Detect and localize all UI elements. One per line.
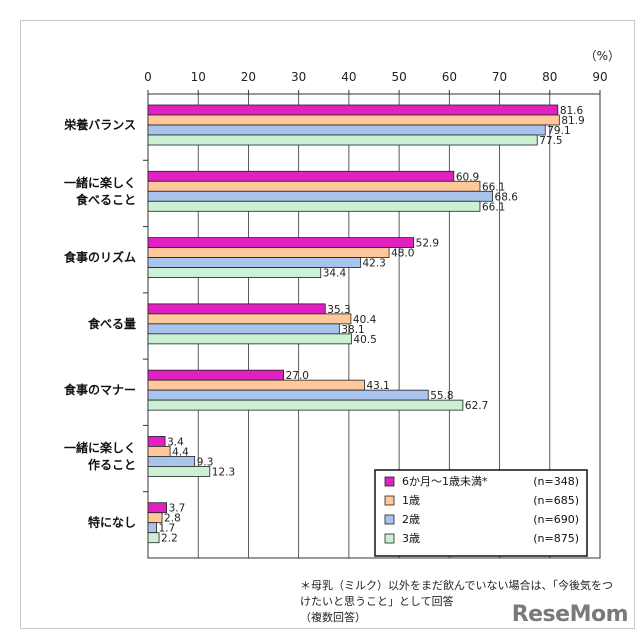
x-tick-label: 20 [241, 70, 256, 84]
x-tick-label: 90 [592, 70, 607, 84]
x-tick-label: 0 [144, 70, 152, 84]
bar [147, 323, 340, 335]
unit-label: （%） [585, 49, 620, 63]
data-label: 40.5 [353, 334, 376, 346]
legend-box [374, 469, 588, 557]
data-label: 27.0 [286, 370, 309, 382]
bar [147, 134, 538, 146]
footnote-line-2: けたいと思うこと」として回答 [300, 595, 454, 608]
legend-series-name: 2歳 [402, 513, 420, 526]
category-label: 栄養バランス [63, 117, 136, 132]
data-label: 4.4 [172, 446, 189, 458]
bar [147, 180, 481, 192]
legend-series-n: (n=685) [533, 494, 579, 507]
legend-swatch [384, 533, 395, 544]
category-label: 一緒に楽しく [64, 440, 136, 455]
data-label: 79.1 [547, 125, 570, 137]
legend-swatch [384, 495, 395, 506]
data-label: 77.5 [539, 135, 562, 147]
category-label: 食事のマナー [63, 382, 136, 397]
data-label: 3.7 [169, 503, 186, 515]
data-label: 1.7 [159, 523, 176, 535]
category-label: 食事のリズム [63, 250, 136, 265]
bar [147, 313, 352, 325]
bar [147, 532, 160, 544]
data-label: 66.1 [482, 201, 505, 213]
category-label: 食べること [75, 192, 136, 207]
data-label: 60.9 [456, 171, 479, 183]
bar [147, 190, 493, 202]
bar [147, 466, 211, 477]
x-tick-label: 80 [542, 70, 557, 84]
bar [147, 170, 455, 182]
bar [147, 200, 481, 212]
legend-swatch [384, 476, 395, 487]
bar [147, 399, 464, 411]
bar [147, 333, 352, 345]
data-label: 55.8 [430, 390, 453, 402]
x-tick-label: 60 [442, 70, 457, 84]
bar [147, 303, 326, 315]
legend-series-n: (n=690) [533, 513, 579, 526]
bar [147, 237, 415, 248]
bar [147, 124, 546, 136]
bar [147, 456, 196, 467]
x-tick-label: 30 [291, 70, 306, 84]
legend-series-n: (n=348) [533, 475, 579, 488]
x-tick-label: 40 [341, 70, 356, 84]
figure-frame [20, 20, 635, 629]
data-label: 38.1 [341, 324, 364, 336]
data-label: 35.3 [327, 304, 350, 316]
bar [147, 114, 560, 126]
category-label: 作ること [88, 457, 136, 472]
watermark-logo: ReseMom [511, 602, 629, 627]
legend-series-name: 1歳 [402, 494, 420, 507]
x-tick-label: 10 [191, 70, 206, 84]
data-label: 42.3 [362, 258, 385, 270]
legend-series-name: 6か月～1歳未満* [402, 475, 488, 488]
data-label: 81.6 [560, 105, 584, 117]
data-label: 2.8 [164, 513, 181, 525]
legend-series-n: (n=875) [533, 532, 579, 545]
bar [147, 436, 166, 447]
category-label: 一緒に楽しく [64, 175, 136, 190]
bar [147, 512, 163, 524]
data-label: 62.7 [465, 400, 488, 412]
data-label: 34.4 [323, 268, 347, 280]
bar [147, 522, 157, 534]
category-label: 特になし [88, 515, 136, 530]
bar [147, 104, 559, 116]
data-label: 12.3 [212, 466, 235, 478]
data-label: 3.4 [167, 436, 184, 448]
bar [147, 257, 361, 268]
data-label: 9.3 [197, 456, 214, 468]
data-label: 2.2 [161, 533, 178, 545]
footnote-line-1: ＊母乳（ミルク）以外をまだ飲んでいない場合は、「今後気をつ [300, 579, 613, 592]
footnote-line-3: （複数回答） [300, 611, 366, 624]
data-label: 48.0 [391, 248, 414, 260]
legend-series-name: 3歳 [402, 532, 420, 545]
bar [147, 446, 171, 457]
bar [147, 389, 429, 401]
x-tick-label: 70 [492, 70, 507, 84]
data-label: 81.9 [561, 115, 584, 127]
data-label: 52.9 [416, 238, 439, 250]
x-tick-label: 50 [391, 70, 406, 84]
bar [147, 369, 285, 381]
data-label: 40.4 [353, 314, 377, 326]
bar [147, 379, 365, 391]
category-label: 食べる量 [87, 316, 136, 331]
data-label: 43.1 [366, 380, 389, 392]
bar [147, 267, 322, 278]
data-label: 66.1 [482, 181, 505, 193]
bar [147, 247, 390, 258]
bar [147, 502, 167, 514]
legend-swatch [384, 514, 395, 525]
data-label: 68.6 [495, 191, 519, 203]
